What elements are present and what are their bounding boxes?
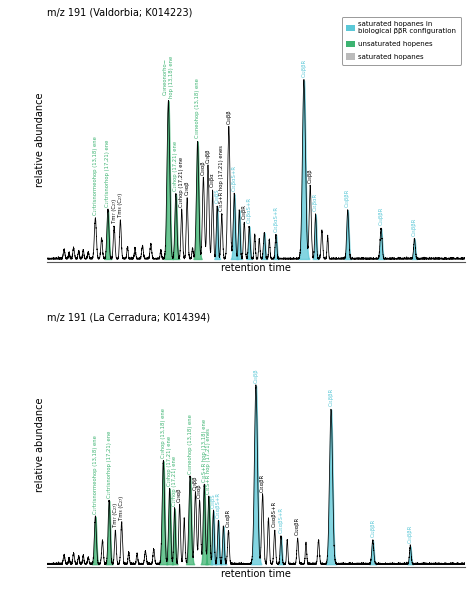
Text: C₃₀neohop (13,18) ene: C₃₀neohop (13,18) ene (195, 78, 200, 139)
Text: C₃₁αβR: C₃₁αβR (226, 509, 231, 528)
Text: C₂₇hop (17,21) ene: C₂₇hop (17,21) ene (172, 456, 177, 506)
Text: C₂₇trisnorhop (17,21) ene: C₂₇trisnorhop (17,21) ene (107, 430, 112, 498)
Text: C₃₅ββR: C₃₅ββR (412, 217, 417, 236)
Text: C₃₃ββR: C₃₃ββR (408, 525, 413, 543)
Text: m/z 191 (Valdorbia; K014223): m/z 191 (Valdorbia; K014223) (47, 7, 193, 17)
Text: C₂₉αβ: C₂₉αβ (185, 180, 190, 195)
Text: C₃₀αβ: C₃₀αβ (201, 160, 206, 175)
Text: C₃₀ββ: C₃₀ββ (227, 109, 231, 124)
Text: C₃₀αβ: C₃₀αβ (197, 483, 202, 498)
Text: C₂₉hop (13,18) ene: C₂₉hop (13,18) ene (161, 408, 166, 458)
Text: C₂₉αβ: C₂₉αβ (177, 487, 182, 501)
Text: C₂₈hop (17,21) ene: C₂₈hop (17,21) ene (179, 157, 184, 207)
X-axis label: retention time: retention time (221, 568, 291, 578)
Text: C₂₉neonorho−
hop (13,18) ene: C₂₉neonorho− hop (13,18) ene (163, 56, 174, 98)
X-axis label: retention time: retention time (221, 263, 291, 273)
Text: C₂₇trisnorhop (17,21) ene: C₂₇trisnorhop (17,21) ene (105, 140, 110, 207)
Text: Tm₈ (C₂₇): Tm₈ (C₂₇) (118, 193, 123, 217)
Text: C₃₀βR: C₃₀βR (242, 205, 247, 220)
Y-axis label: relative abundance: relative abundance (35, 93, 45, 187)
Text: C₃₂ββR: C₃₂ββR (370, 519, 375, 537)
Text: Tm₇ (C₂₇): Tm₇ (C₂₇) (113, 503, 118, 528)
Text: C₃₀αβS+R: C₃₀αβS+R (272, 501, 277, 528)
Legend: saturated hopanes in
biological ββR configuration, unsaturated hopenes, saturate: saturated hopanes in biological ββR conf… (342, 17, 461, 64)
Text: C₃₀ββ: C₃₀ββ (308, 168, 313, 183)
Text: C₃₀βα: C₃₀βα (210, 173, 215, 187)
Text: C₃₀ββ: C₃₀ββ (254, 368, 258, 383)
Text: C₃₄ββR: C₃₄ββR (379, 207, 383, 226)
Text: C₃₀βS: C₃₀βS (211, 493, 216, 507)
Text: C₃₂αβR: C₃₂αβR (295, 517, 300, 536)
Text: C₂₉ββ: C₂₉ββ (193, 475, 198, 490)
Text: m/z 191 (La Cerradura; K014394): m/z 191 (La Cerradura; K014394) (47, 312, 210, 322)
Text: C₃₃ββR: C₃₃ββR (345, 189, 350, 207)
Y-axis label: relative abundance: relative abundance (35, 398, 45, 493)
Text: C₃₁αβS+R: C₃₁αβS+R (279, 507, 283, 533)
Text: C₃₁βαS+R: C₃₁βαS+R (247, 198, 252, 223)
Text: C₂₉ββ: C₂₉ββ (206, 148, 210, 162)
Text: C₂₇trisnormeohop (13,18) ene: C₂₇trisnormeohop (13,18) ene (93, 435, 98, 513)
Text: C₂₉hop (17,21) ene: C₂₉hop (17,21) ene (167, 436, 172, 486)
Text: C₂₇trisnormeohop (13,18) ene: C₂₇trisnormeohop (13,18) ene (93, 137, 98, 216)
Text: C₃₂ββR: C₃₂ββR (301, 59, 306, 78)
Text: C₃₀βS: C₃₀βS (215, 189, 219, 203)
Text: C₃₁βαS+R: C₃₁βαS+R (232, 165, 237, 191)
Text: C₃₁S+R hop (17,21) enes: C₃₁S+R hop (17,21) enes (206, 427, 211, 494)
Text: Tm₈ (C₂₇): Tm₈ (C₂₇) (119, 496, 124, 519)
Text: C₃₁βαR: C₃₁βαR (313, 193, 318, 211)
Text: C₃₁αβR: C₃₁αβR (260, 473, 265, 492)
Text: C₃₁S+R hop (13,18) ene: C₃₁S+R hop (13,18) ene (202, 418, 207, 482)
Text: C₃₀neohop (13,18) ene: C₃₀neohop (13,18) ene (188, 414, 192, 474)
Text: C₃₁ββR: C₃₁ββR (328, 388, 334, 407)
Text: C₃₁βαS+R: C₃₁βαS+R (273, 205, 279, 232)
Text: C₃₁αβS+R: C₃₁αβS+R (216, 491, 221, 518)
Text: Tm₇ (C₂₇): Tm₇ (C₂₇) (112, 199, 117, 223)
Text: C₃₁S+R hop (17,21) enes: C₃₁S+R hop (17,21) enes (219, 145, 224, 211)
Text: C₂₉hop (17,21) ene: C₂₉hop (17,21) ene (173, 141, 178, 191)
